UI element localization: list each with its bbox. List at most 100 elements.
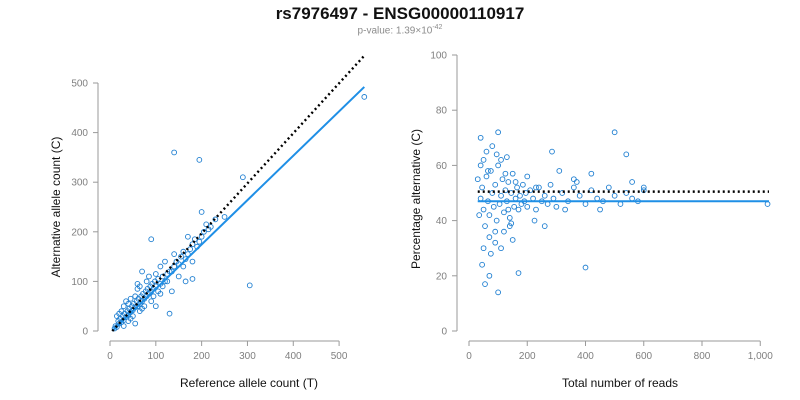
- data-point: [492, 181, 499, 188]
- data-point: [487, 168, 494, 174]
- data-point: [509, 170, 516, 177]
- data-point: [482, 281, 488, 287]
- data-point: [640, 184, 647, 191]
- data-point: [597, 206, 603, 213]
- data-point: [480, 206, 487, 213]
- y-tick-label: 400: [71, 128, 88, 139]
- data-point: [180, 263, 187, 270]
- data-point: [120, 303, 127, 310]
- data-point: [562, 206, 568, 213]
- y-tick-label: 500: [71, 79, 88, 90]
- x-tick-label: 400: [285, 351, 302, 362]
- data-point: [152, 271, 159, 277]
- data-point: [571, 184, 577, 191]
- data-point: [157, 263, 164, 270]
- data-point: [571, 176, 577, 183]
- y-tick-label: 0: [441, 327, 447, 338]
- data-point: [499, 176, 506, 183]
- x-tick-label: 200: [193, 351, 210, 362]
- data-point: [512, 195, 519, 202]
- data-point: [189, 276, 196, 282]
- data-point: [544, 201, 551, 207]
- data-point: [504, 154, 510, 160]
- data-point: [146, 273, 152, 280]
- data-point: [533, 206, 539, 213]
- data-point: [486, 212, 493, 218]
- data-point: [502, 170, 509, 177]
- data-point: [139, 268, 145, 275]
- data-point: [198, 209, 205, 215]
- data-point: [141, 303, 148, 310]
- x-tick-label: 400: [577, 351, 594, 362]
- data-point: [509, 237, 516, 243]
- data-point: [764, 201, 771, 207]
- data-point: [148, 236, 155, 243]
- data-point: [629, 195, 635, 202]
- data-point: [127, 295, 134, 302]
- data-point: [501, 209, 507, 216]
- data-point: [498, 157, 504, 163]
- data-point: [486, 272, 493, 279]
- y-tick-label: 200: [71, 227, 88, 238]
- data-point: [541, 223, 548, 229]
- data-point: [159, 283, 166, 290]
- data-point: [515, 206, 522, 213]
- data-point: [175, 273, 182, 280]
- data-point: [495, 289, 501, 296]
- data-point: [474, 176, 481, 183]
- data-point: [171, 251, 177, 257]
- x-tick-label: 1,000: [748, 351, 773, 362]
- data-point: [515, 270, 522, 276]
- data-point: [508, 190, 515, 196]
- data-point: [182, 256, 189, 262]
- data-point: [611, 192, 618, 199]
- data-point: [559, 190, 566, 196]
- pvalue-exponent: -42: [432, 24, 443, 31]
- data-point: [114, 313, 120, 319]
- data-point: [553, 203, 560, 210]
- data-point: [143, 278, 150, 285]
- data-point: [483, 148, 490, 155]
- data-point: [361, 94, 368, 100]
- y-axis-label: Percentage alternative (C): [409, 129, 423, 269]
- data-point: [588, 170, 595, 177]
- y-tick-label: 60: [436, 161, 448, 172]
- data-point: [196, 238, 203, 245]
- data-point: [536, 184, 542, 191]
- data-point: [182, 278, 189, 285]
- data-point: [505, 179, 512, 185]
- data-point: [480, 245, 487, 252]
- data-point: [524, 203, 531, 210]
- data-point: [517, 192, 523, 199]
- data-point: [550, 195, 557, 202]
- y-tick-label: 300: [71, 178, 88, 189]
- data-point: [152, 303, 159, 310]
- pvalue-text: p-value: 1.39×10: [357, 25, 433, 37]
- data-point: [623, 190, 630, 196]
- x-tick-label: 200: [519, 351, 536, 362]
- data-point: [495, 162, 501, 169]
- data-point: [482, 223, 488, 229]
- x-tick-label: 300: [239, 351, 256, 362]
- data-point: [541, 192, 548, 199]
- data-point: [498, 245, 504, 252]
- data-point: [485, 168, 491, 174]
- x-tick-label: 0: [466, 351, 472, 362]
- data-point: [508, 220, 515, 227]
- data-point: [486, 234, 493, 241]
- y-tick-label: 80: [436, 106, 448, 117]
- data-point: [125, 300, 132, 307]
- data-point: [582, 201, 589, 207]
- panel-2: 0 200 400 600 800 1,000 0 20 40 60 80 100 Total numb…: [409, 51, 773, 391]
- y-axis-label: Alternative allele count (C): [49, 137, 63, 278]
- data-point: [576, 192, 583, 199]
- data-point: [512, 179, 519, 185]
- data-point: [511, 203, 517, 210]
- data-point: [518, 201, 525, 207]
- data-point: [178, 253, 184, 260]
- data-point: [180, 248, 187, 255]
- data-point: [487, 250, 494, 257]
- data-point: [132, 320, 139, 327]
- data-point: [171, 149, 177, 156]
